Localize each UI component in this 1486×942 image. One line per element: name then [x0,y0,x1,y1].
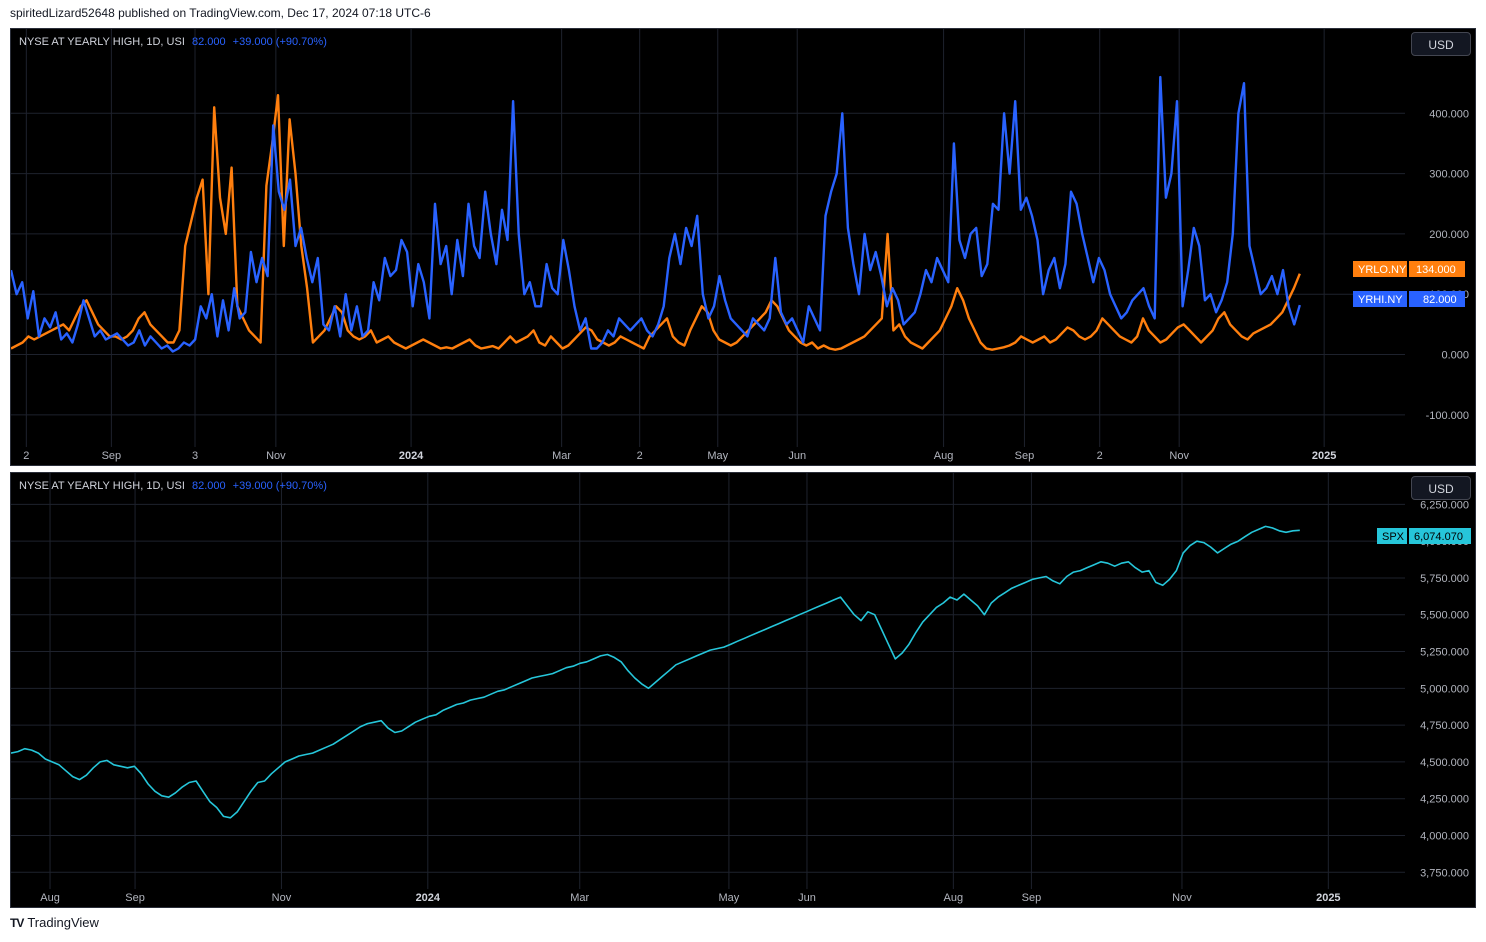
spx-tag-value: 6,074.070 [1414,531,1463,543]
x-tick-label: Nov [1172,892,1192,904]
x-tick-label: May [719,892,740,904]
y-tick-label: 0.000 [1441,350,1469,362]
spx-tag-value-bg [1409,528,1471,544]
x-tick-label: Aug [934,450,954,462]
y-tick-label: 4,000.000 [1420,830,1469,842]
x-axis[interactable]: 2 Sep 3 Nov 2024 Mar 2 May Jun Aug Sep 2 Nov 2025 [23,450,1336,462]
x-tick-label: Nov [272,892,292,904]
legend-value: 82.000 [191,36,226,48]
tradingview-logo-icon: TV [10,915,24,930]
footer: TV TradingView [10,915,99,930]
x-axis[interactable]: Aug Sep Nov 2024 Mar May Jun Aug Sep Nov 2025 [40,892,1340,904]
y-axis[interactable]: 400.000300.000200.000100.0000.000-100.00… [1426,108,1469,422]
x-tick-label: Aug [944,892,964,904]
y-tick-label: -100.000 [1426,410,1469,422]
x-tick-label: Jun [798,892,816,904]
y-tick-label: 3,750.000 [1420,867,1469,879]
chart-pane-bottom[interactable]: NYSE AT YEARLY HIGH, 1D, USI 82.000 +39.… [10,472,1476,908]
spx-tag-name: SPX [1382,531,1405,543]
series-layer [11,525,1300,819]
spx-tag-bg [1377,528,1407,544]
yrhi-tag-name: YRHI.NY [1358,294,1403,306]
currency-button[interactable]: USD [1411,476,1471,500]
x-tick-label: 2 [1097,450,1103,462]
y-tick-label: 4,750.000 [1420,720,1469,732]
x-tick-label: May [707,450,728,462]
y-tick-label: 6,250.000 [1420,499,1469,511]
x-tick-label: Nov [266,450,286,462]
y-axis[interactable]: 6,250.0006,000.0005,750.0005,500.0005,25… [1420,499,1469,879]
legend-title: NYSE AT YEARLY HIGH, 1D, USI [19,480,185,492]
yrhi-tag-value-bg [1409,291,1465,307]
x-tick-label: 2025 [1312,450,1336,462]
yrhi-tag-value: 82.000 [1423,294,1457,306]
y-tick-label: 5,000.000 [1420,683,1469,695]
legend-change: +39.000 (+90.70%) [232,36,327,48]
x-tick-label: Sep [1022,892,1042,904]
grid [11,473,1405,889]
currency-button[interactable]: USD [1411,32,1471,56]
x-tick-label: 3 [192,450,198,462]
x-tick-label: 2024 [399,450,424,462]
legend-bottom: NYSE AT YEARLY HIGH, 1D, USI 82.000 +39.… [19,480,327,492]
yrlo-tag-name: YRLO.NY [1358,264,1407,276]
x-tick-label: Sep [102,450,122,462]
y-tick-label: 4,250.000 [1420,794,1469,806]
x-tick-label: Aug [40,892,60,904]
chart-svg-bottom: 6,250.0006,000.0005,750.0005,500.0005,25… [11,473,1471,904]
price-tags: YRLO.NY 134.000 YRHI.NY 82.000 [1353,261,1465,307]
yrlo-tag-value-bg [1409,261,1465,277]
x-tick-label: Sep [125,892,145,904]
x-tick-label: Jun [788,450,806,462]
x-tick-label: Mar [570,892,589,904]
yrlo-tag-bg [1353,261,1407,277]
y-tick-label: 400.000 [1429,108,1469,120]
footer-brand: TradingView [27,915,99,930]
legend-value: 82.000 [191,480,226,492]
y-tick-label: 5,750.000 [1420,573,1469,585]
x-tick-label: 2 [637,450,643,462]
x-tick-label: 2024 [416,892,441,904]
y-tick-label: 200.000 [1429,229,1469,241]
price-tags: SPX 6,074.070 [1377,528,1471,544]
series-layer [11,75,1301,353]
x-tick-label: Nov [1169,450,1189,462]
published-header: spiritedLizard52648 published on Trading… [10,6,431,20]
legend-change: +39.000 (+90.70%) [232,480,327,492]
y-tick-label: 5,250.000 [1420,647,1469,659]
grid [11,29,1405,447]
y-tick-label: 5,500.000 [1420,610,1469,622]
y-tick-label: 300.000 [1429,169,1469,181]
series-line-spx [11,525,1300,819]
x-tick-label: 2025 [1316,892,1340,904]
x-tick-label: Sep [1015,450,1035,462]
y-tick-label: 4,500.000 [1420,757,1469,769]
legend-top: NYSE AT YEARLY HIGH, 1D, USI 82.000 +39.… [19,36,327,48]
x-tick-label: Mar [552,450,571,462]
x-tick-label: 2 [23,450,29,462]
yrlo-tag-value: 134.000 [1416,264,1456,276]
series-line-yrhi-ny [11,75,1301,353]
chart-pane-top[interactable]: NYSE AT YEARLY HIGH, 1D, USI 82.000 +39.… [10,28,1476,466]
legend-title: NYSE AT YEARLY HIGH, 1D, USI [19,36,185,48]
chart-svg-top: 400.000300.000200.000100.0000.000-100.00… [11,29,1469,462]
yrhi-tag-bg [1353,291,1407,307]
